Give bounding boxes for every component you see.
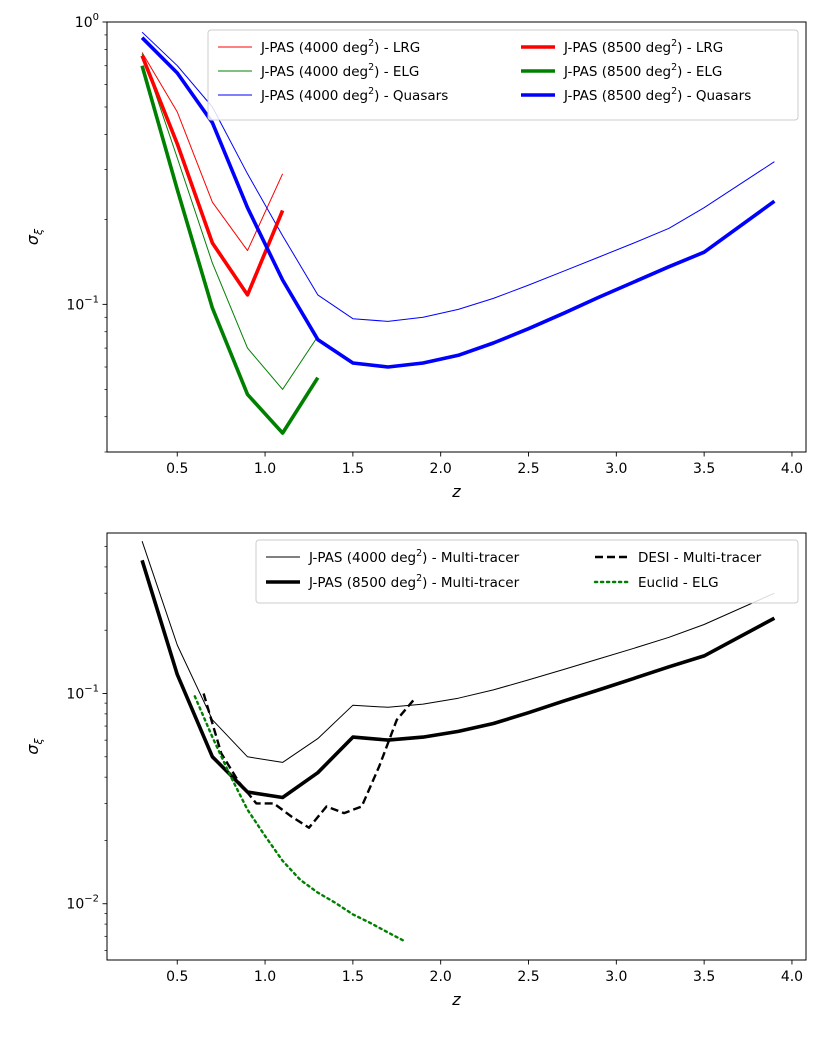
y-tick-label: 100 [75, 12, 99, 31]
legend-label: J-PAS (4000 deg2) - Multi-tracer [308, 548, 520, 566]
x-tick-label: 1.0 [254, 461, 276, 477]
legend-label: J-PAS (8500 deg2) - Multi-tracer [308, 573, 520, 591]
y-tick-label: 10−1 [66, 684, 99, 703]
x-tick-label: 4.0 [781, 461, 803, 477]
series-line [141, 53, 319, 390]
series-group [140, 541, 776, 943]
x-tick-label: 3.5 [693, 461, 715, 477]
legend-label: Euclid - ELG [638, 575, 719, 591]
x-tick-label: 2.0 [430, 461, 452, 477]
axes-frame [106, 532, 807, 961]
x-tick-label: 3.0 [605, 969, 627, 985]
legend: J-PAS (4000 deg2) - LRG J-PAS (4000 deg2)… [207, 29, 799, 121]
series-line [140, 65, 320, 435]
x-tick-label: 0.5 [166, 461, 188, 477]
x-axis-label: z [451, 990, 461, 1009]
x-tick-label: 3.5 [693, 969, 715, 985]
legend-frame [255, 539, 799, 604]
series-line [202, 693, 416, 829]
series-line [141, 31, 775, 322]
y-axis-label: σξ [23, 228, 45, 245]
series-line [141, 52, 284, 252]
x-tick-label: 1.5 [342, 969, 364, 985]
x-tick-label: 2.5 [517, 461, 539, 477]
x-tick-label: 2.5 [517, 969, 539, 985]
legend-label: J-PAS (8500 deg2) - Quasars [563, 86, 751, 104]
legend-label: J-PAS (4000 deg2) - Quasars [260, 86, 448, 104]
y-tick-label: 10−2 [66, 894, 99, 913]
axes-frame [106, 21, 807, 453]
legend-frame [207, 29, 799, 121]
legend-label: J-PAS (4000 deg2) - LRG [260, 38, 420, 56]
x-tick-label: 4.0 [781, 969, 803, 985]
x-tick-label: 1.5 [342, 461, 364, 477]
series-line [141, 541, 775, 763]
legend-label: J-PAS (8500 deg2) - ELG [563, 62, 722, 80]
series-line [193, 695, 407, 943]
legend: J-PAS (4000 deg2) - Multi-tracer J-PAS (8… [255, 539, 799, 604]
x-tick-label: 1.0 [254, 969, 276, 985]
x-axis-label: z [451, 482, 461, 501]
chart-1: 0.5 1.0 1.5 2.0 2.5 3.0 3.5 4.0 10−1 100 z σξ J-PAS … [23, 12, 807, 501]
series-line [140, 55, 285, 297]
y-axis-label: σξ [23, 738, 45, 755]
legend-label: J-PAS (4000 deg2) - ELG [260, 62, 419, 80]
x-tick-label: 0.5 [166, 969, 188, 985]
x-tick-label: 3.0 [605, 461, 627, 477]
series-group [140, 31, 776, 435]
y-tick-label: 10−1 [66, 294, 99, 313]
legend-label: DESI - Multi-tracer [638, 550, 762, 566]
x-tick-label: 2.0 [430, 969, 452, 985]
chart-2: 0.5 1.0 1.5 2.0 2.5 3.0 3.5 4.0 10−2 10−1 z σξ J-PAS… [23, 532, 807, 1009]
series-line [140, 36, 776, 369]
legend-label: J-PAS (8500 deg2) - LRG [563, 38, 723, 56]
